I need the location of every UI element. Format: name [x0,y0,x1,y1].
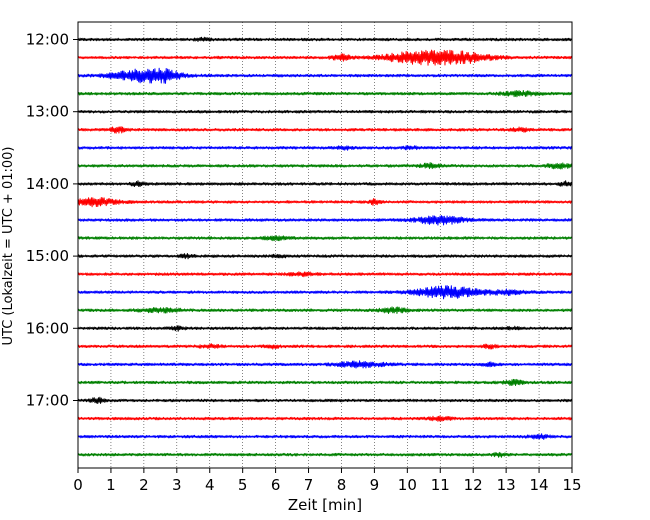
x-tick-label-0: 0 [73,476,83,494]
x-tick-label-11: 11 [431,476,450,494]
x-tick-label-10: 10 [398,476,417,494]
x-tick-label-3: 3 [172,476,182,494]
trace-1300 [77,109,573,114]
y-axis-ticks: 12:00 13:00 14:00 15:00 16:00 17:00 [26,31,78,410]
x-axis-label: Zeit [min] [288,496,362,514]
x-tick-label-13: 13 [497,476,516,494]
y-tick-label-1700: 17:00 [26,392,69,410]
trace-1430 [77,215,573,226]
trace-1445 [77,235,573,242]
trace-1545 [77,306,573,315]
x-tick-label-8: 8 [337,476,347,494]
trace-1230 [77,67,573,84]
trace-1530 [77,285,573,300]
x-tick-label-2: 2 [139,476,149,494]
x-tick-label-7: 7 [304,476,314,494]
trace-1330 [77,145,573,151]
trace-1515 [77,271,573,278]
plot-frame [77,21,573,469]
x-tick-label-14: 14 [530,476,549,494]
trace-1315 [77,126,573,134]
trace-1200 [77,36,573,42]
vertical-gridlines [110,22,540,468]
trace-1615 [77,343,573,350]
x-tick-label-5: 5 [238,476,248,494]
trace-1645 [77,378,573,387]
y-tick-label-1200: 12:00 [26,31,69,49]
x-tick-label-9: 9 [370,476,380,494]
trace-1345 [77,162,573,170]
y-tick-label-1300: 13:00 [26,103,69,121]
x-tick-label-1: 1 [106,476,116,494]
y-tick-label-1500: 15:00 [26,247,69,265]
trace-1600 [77,325,573,332]
trace-1245 [77,90,573,98]
trace-1215 [77,49,573,66]
trace-1415 [77,197,573,208]
y-tick-label-1600: 16:00 [26,319,69,337]
trace-lines [77,36,573,458]
x-tick-label-12: 12 [464,476,483,494]
y-tick-label-1400: 14:00 [26,175,69,193]
trace-1630 [77,360,573,369]
x-tick-label-6: 6 [271,476,281,494]
trace-1500 [77,253,573,260]
trace-1730 [77,433,573,440]
trace-1700 [77,396,573,405]
x-tick-label-15: 15 [562,476,581,494]
trace-1715 [77,415,573,422]
trace-1745 [77,451,573,458]
x-tick-label-4: 4 [205,476,215,494]
y-axis-label: UTC (Lokalzeit = UTC + 01:00) [1,147,16,346]
x-axis-ticks: 0 1 2 3 4 5 6 7 8 9 10 11 12 13 14 15 [73,468,582,494]
trace-1400 [77,180,573,188]
